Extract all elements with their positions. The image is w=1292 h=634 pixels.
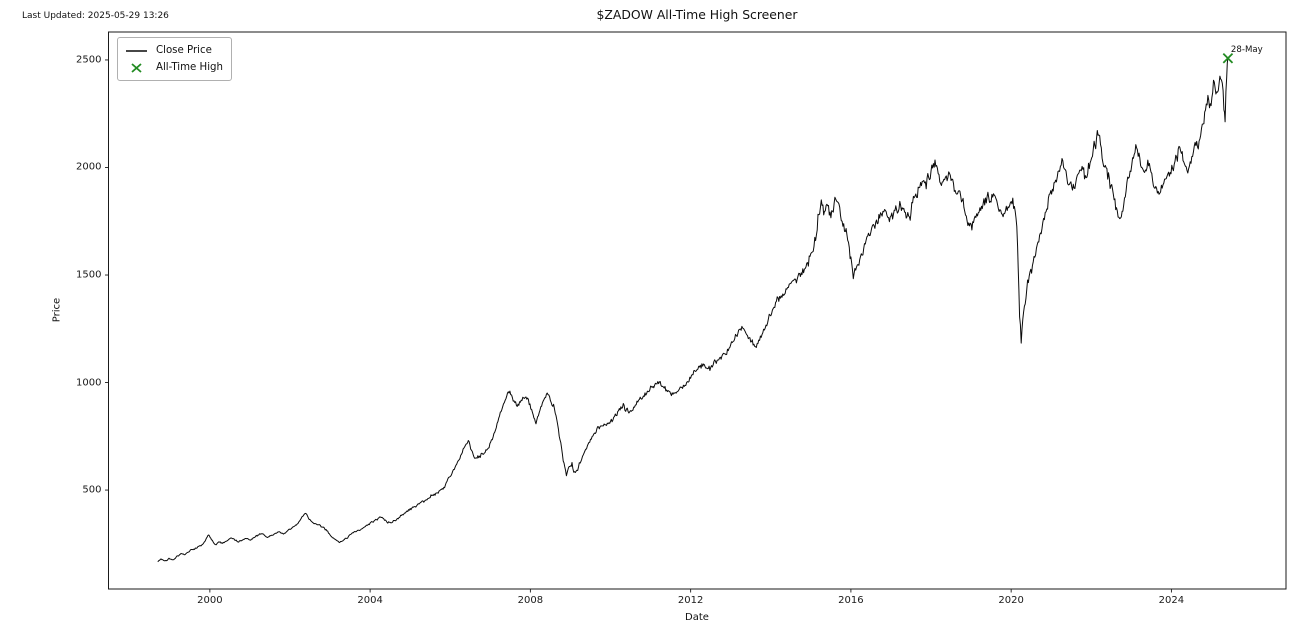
x-tick-label: 2016 xyxy=(838,594,864,606)
x-tick-label: 2012 xyxy=(677,594,704,606)
ath-annotation: 28-May xyxy=(1230,44,1263,55)
all-time-high-x-icon xyxy=(131,62,142,73)
legend: Close Price All-Time High xyxy=(117,37,232,81)
y-tick-label: 1500 xyxy=(76,269,102,281)
y-tick-label: 1000 xyxy=(76,377,102,389)
y-tick-label: 500 xyxy=(82,484,102,496)
legend-label-all-time-high: All-Time High xyxy=(156,62,223,73)
legend-item-close-price: Close Price xyxy=(125,42,223,59)
x-tick-label: 2004 xyxy=(357,594,383,606)
y-axis-label: Price xyxy=(51,297,63,323)
y-tick-label: 2000 xyxy=(76,161,102,173)
last-updated-text: Last Updated: 2025-05-29 13:26 xyxy=(22,11,169,21)
close-price-line-icon xyxy=(126,49,147,52)
legend-item-all-time-high: All-Time High xyxy=(125,59,223,76)
x-tick-label: 2024 xyxy=(1158,594,1185,606)
price-line xyxy=(157,58,1229,563)
x-axis-label: Date xyxy=(685,612,709,623)
x-tick-label: 2000 xyxy=(197,594,223,606)
legend-label-close-price: Close Price xyxy=(156,45,212,56)
plot-border xyxy=(108,31,1287,590)
chart-title: $ZADOW All-Time High Screener xyxy=(596,7,798,22)
x-tick-label: 2008 xyxy=(517,594,544,606)
x-tick-label: 2020 xyxy=(998,594,1024,606)
ath-marker-icon xyxy=(1222,53,1234,64)
y-tick-label: 2500 xyxy=(76,54,102,66)
